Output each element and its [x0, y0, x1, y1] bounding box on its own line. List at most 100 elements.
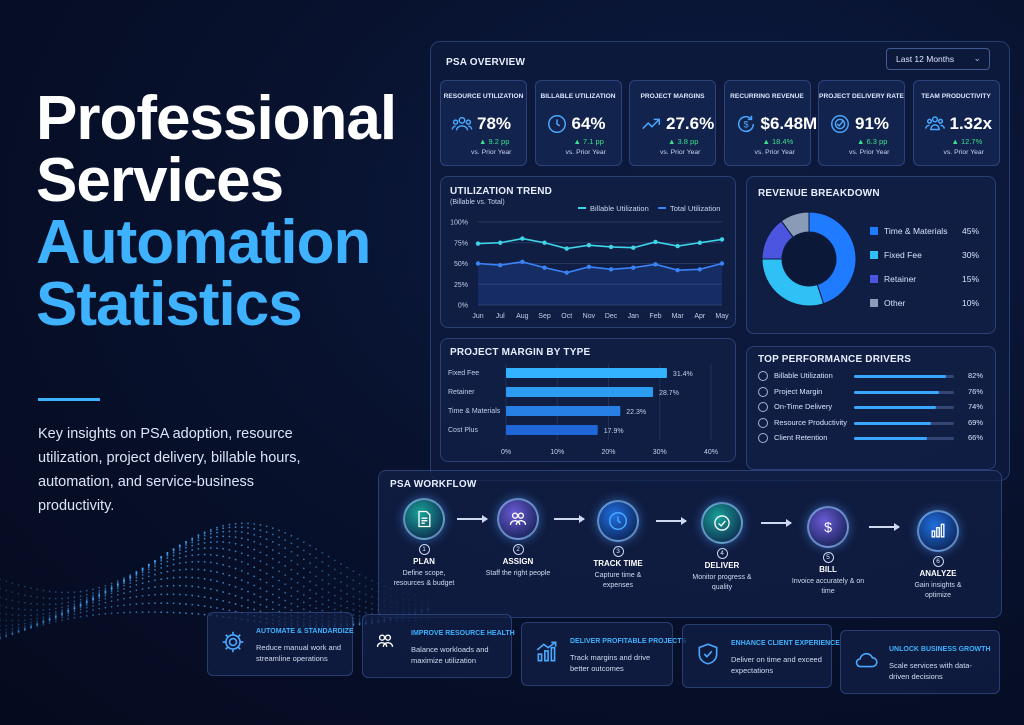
wave-dot	[123, 581, 125, 583]
wave-dot	[271, 527, 274, 530]
data-point	[675, 267, 680, 273]
wave-dot	[5, 606, 8, 609]
wave-dot	[371, 595, 373, 598]
wave-dot	[36, 623, 39, 626]
wave-dot	[104, 590, 107, 593]
wave-dot	[172, 548, 175, 551]
wave-dot	[54, 618, 57, 621]
wave-dot	[135, 603, 138, 605]
wave-dot	[234, 558, 237, 561]
wave-dot	[17, 614, 20, 617]
wave-dot	[141, 611, 144, 614]
wave-dot	[110, 590, 113, 592]
wave-dot	[172, 563, 175, 566]
wave-dot	[104, 589, 107, 592]
wave-dot	[197, 604, 200, 607]
wave-dot	[67, 601, 70, 604]
wave-dot	[116, 612, 119, 614]
wave-dot	[42, 620, 45, 623]
wave-dot	[216, 547, 218, 550]
legend-swatch	[870, 275, 878, 283]
revenue-legend-label: Time & Materials	[884, 226, 948, 236]
wave-dot	[364, 600, 367, 603]
wave-dot	[296, 537, 299, 540]
wave-dot	[191, 544, 194, 547]
wave-dot	[141, 573, 144, 576]
workflow-step-plan[interactable]: 1 PLAN Define scope, resources & budget	[369, 498, 479, 589]
driver-progress-fill	[854, 406, 936, 409]
workflow-step-track-time[interactable]: 3 TRACK TIME Capture time & expenses	[563, 500, 673, 591]
wave-dot	[0, 624, 1, 627]
wave-dot	[240, 537, 243, 540]
date-range-select[interactable]: Last 12 Months ⌄	[886, 48, 990, 70]
margin-bar	[506, 387, 654, 397]
wave-dot	[54, 607, 57, 610]
wave-dot	[247, 532, 249, 535]
driver-value: 69%	[968, 417, 984, 427]
wave-dot	[247, 581, 249, 584]
wave-dot	[346, 592, 349, 595]
wave-dot	[309, 597, 311, 600]
wave-dot	[247, 563, 249, 566]
wave-dot	[0, 587, 1, 590]
workflow-step-analyze[interactable]: 6 ANALYZE Gain insights & optimize	[883, 510, 993, 601]
wave-dot	[284, 531, 287, 534]
wave-dot	[364, 576, 367, 579]
x-tick-label: 20%	[601, 449, 615, 456]
wave-dot	[166, 577, 169, 580]
wave-dot	[364, 585, 367, 588]
wave-dot	[222, 527, 225, 530]
wave-dot	[234, 530, 237, 533]
growth-chart-icon	[534, 639, 562, 667]
wave-dot	[185, 603, 187, 605]
wave-dot	[209, 528, 212, 531]
wave-dot	[116, 598, 119, 601]
wave-dot	[23, 614, 26, 617]
wave-dot	[284, 606, 287, 609]
data-point	[608, 244, 614, 250]
kpi-delta: ▲ 3.8 pp	[668, 137, 699, 146]
wave-dot	[54, 613, 57, 615]
wave-dot	[178, 611, 181, 614]
wave-dot	[160, 602, 163, 605]
revenue-legend-pct: 15%	[962, 274, 980, 284]
wave-dot	[228, 526, 231, 529]
hero-divider	[38, 398, 100, 401]
y-tick-label: 50%	[454, 261, 468, 268]
wave-dot	[203, 537, 206, 540]
wave-dot	[302, 576, 305, 579]
wave-dot	[141, 588, 144, 590]
wave-dot	[135, 579, 138, 582]
users-icon	[451, 113, 473, 135]
wave-dot	[36, 620, 39, 623]
x-tick-label: Jul	[496, 313, 505, 320]
data-point	[542, 265, 547, 270]
wave-dot	[48, 619, 51, 622]
wave-dot	[222, 563, 225, 566]
wave-dot	[23, 625, 26, 628]
arrow-right-icon	[554, 515, 585, 523]
wave-dot	[240, 552, 243, 555]
wave-dot	[17, 626, 20, 629]
wave-dot	[147, 564, 150, 567]
wave-dot	[30, 587, 32, 590]
data-point	[497, 240, 503, 245]
wave-dot	[290, 550, 293, 553]
driver-row: Resource Productivity 69%	[758, 417, 988, 431]
workflow-step-assign[interactable]: 2 ASSIGN Staff the right people	[463, 498, 573, 579]
revenue-legend-pct: 45%	[962, 226, 980, 236]
kpi-label: TEAM PRODUCTIVITY	[921, 93, 991, 100]
wave-dot	[309, 544, 311, 547]
wave-dot	[79, 604, 82, 607]
driver-label: Project Margin	[774, 386, 823, 396]
wave-dot	[327, 564, 330, 567]
workflow-step-deliver[interactable]: 4 DELIVER Monitor progress & quality	[667, 502, 777, 593]
kpi-value: 64%	[571, 114, 606, 133]
wave-dot	[222, 599, 225, 602]
legend-billable: Billable Utilization	[578, 204, 649, 213]
wave-dot	[327, 555, 330, 558]
wave-dot	[104, 597, 107, 600]
workflow-step-bill[interactable]: $5 BILL Invoice accurately & on time	[773, 506, 883, 597]
wave-dot	[333, 594, 336, 597]
wave-dot	[92, 597, 94, 600]
